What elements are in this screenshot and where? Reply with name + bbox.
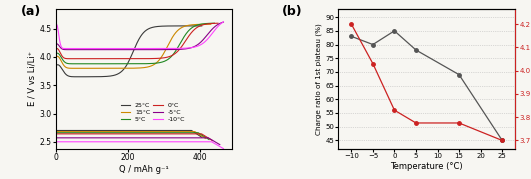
0°C [73, 58, 80, 60]
-5°C [73, 49, 80, 51]
25°C [70, 76, 76, 78]
5°C [153, 62, 159, 64]
0°C [106, 58, 112, 60]
Legend: 25°C, 15°C, 5°C, 0°C, -5°C, -10°C: 25°C, 15°C, 5°C, 0°C, -5°C, -10°C [118, 100, 188, 125]
25°C [159, 25, 166, 27]
-10°C [73, 47, 80, 50]
-5°C [71, 49, 78, 51]
0°C [171, 53, 177, 55]
15°C [165, 44, 171, 46]
-5°C [108, 49, 114, 51]
Y-axis label: Charge ratio of 1st plateau (%): Charge ratio of 1st plateau (%) [316, 23, 322, 135]
25°C [53, 65, 59, 67]
0°C [170, 54, 176, 56]
-10°C [68, 47, 74, 50]
25°C [111, 74, 117, 76]
-10°C [53, 25, 59, 28]
-5°C [119, 49, 126, 51]
25°C [199, 25, 205, 27]
-10°C [108, 47, 114, 50]
5°C [72, 63, 78, 65]
0°C [72, 58, 79, 60]
5°C [77, 63, 83, 65]
X-axis label: Q / mAh g⁻¹: Q / mAh g⁻¹ [119, 165, 169, 173]
5°C [168, 55, 175, 57]
Line: -5°C: -5°C [56, 22, 224, 50]
-10°C [119, 47, 126, 50]
5°C [167, 56, 174, 58]
-5°C [175, 48, 181, 50]
5°C [53, 53, 59, 55]
-5°C [174, 48, 181, 50]
25°C [145, 28, 151, 30]
15°C [71, 67, 78, 69]
-10°C [158, 47, 165, 50]
Line: 0°C: 0°C [56, 23, 218, 59]
25°C [75, 76, 82, 78]
Line: 25°C: 25°C [56, 26, 202, 77]
0°C [155, 57, 161, 59]
-5°C [158, 49, 165, 51]
15°C [104, 67, 110, 69]
Line: 5°C: 5°C [56, 23, 215, 64]
0°C [53, 48, 59, 50]
-10°C [175, 47, 181, 50]
15°C [76, 67, 83, 69]
15°C [53, 56, 59, 58]
15°C [114, 67, 121, 69]
5°C [105, 63, 111, 65]
Line: -10°C: -10°C [56, 22, 224, 49]
-10°C [220, 21, 227, 23]
5°C [211, 22, 218, 24]
Y-axis label: E / V vs Li/Li⁺: E / V vs Li/Li⁺ [28, 51, 37, 106]
15°C [166, 43, 172, 45]
-5°C [220, 21, 227, 23]
25°C [158, 25, 165, 27]
0°C [215, 22, 221, 24]
15°C [208, 23, 214, 25]
15°C [150, 64, 157, 66]
0°C [117, 58, 124, 60]
Line: 15°C: 15°C [56, 24, 211, 68]
5°C [116, 63, 122, 65]
Text: (a): (a) [20, 5, 41, 18]
25°C [100, 76, 107, 78]
Text: (b): (b) [282, 5, 303, 18]
X-axis label: Temperature (°C): Temperature (°C) [390, 161, 463, 171]
-5°C [53, 43, 59, 45]
-10°C [174, 47, 181, 50]
